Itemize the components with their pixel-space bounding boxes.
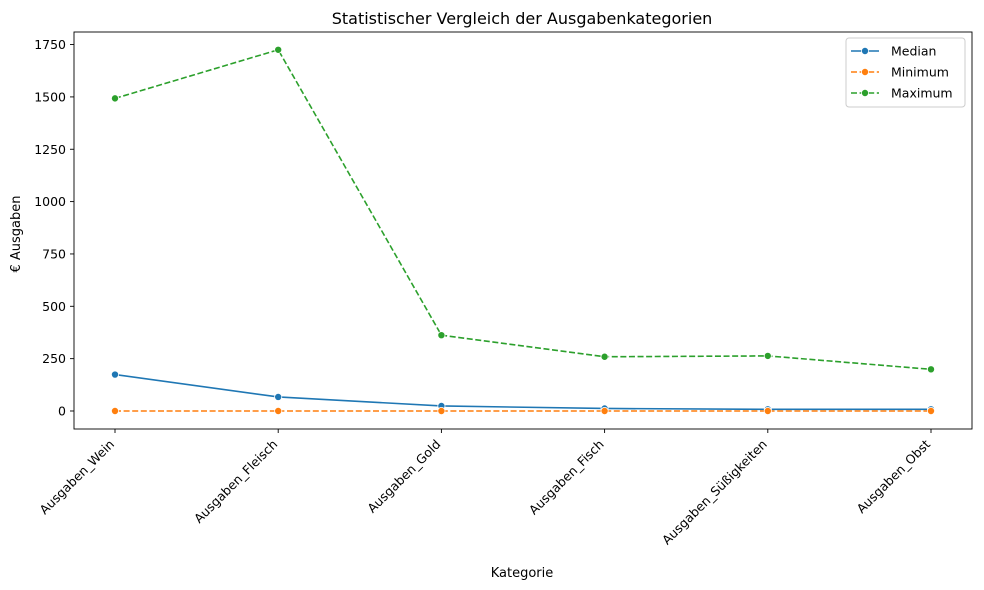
- data-point-maximum: [437, 331, 446, 340]
- data-point-minimum: [600, 406, 609, 415]
- chart-title: Statistischer Vergleich der Ausgabenkate…: [332, 9, 713, 28]
- data-point-median: [111, 370, 120, 379]
- data-point-maximum: [763, 351, 772, 360]
- data-point-minimum: [763, 406, 772, 415]
- data-point-minimum: [274, 406, 283, 415]
- legend-label-minimum: Minimum: [891, 65, 949, 80]
- legend-label-maximum: Maximum: [891, 86, 953, 101]
- series-line-maximum: [114, 48, 932, 371]
- data-point-median: [274, 392, 283, 401]
- legend-swatch-marker: [861, 47, 870, 56]
- x-axis-label: Kategorie: [491, 566, 554, 581]
- data-point-maximum: [274, 45, 283, 54]
- series-line-median: [114, 373, 931, 411]
- legend-swatch-marker: [861, 89, 870, 98]
- y-tick-label: 250: [42, 351, 66, 366]
- legend-swatch-marker: [861, 68, 870, 77]
- legend: Median Minimum Maximum: [845, 37, 966, 108]
- y-tick-label: 1250: [34, 142, 66, 157]
- y-axis-label: € Ausgaben: [9, 195, 24, 272]
- y-tick-label: 750: [42, 246, 66, 261]
- legend-box: [845, 37, 966, 108]
- data-point-minimum: [927, 406, 936, 415]
- y-tick-label: 500: [42, 299, 66, 314]
- plot-frame: [73, 31, 973, 430]
- y-tick-label: 1500: [34, 89, 66, 104]
- data-point-maximum: [111, 94, 120, 103]
- data-point-maximum: [927, 365, 936, 374]
- y-tick-label: 1750: [34, 37, 66, 52]
- legend-label-median: Median: [891, 44, 936, 59]
- data-point-minimum: [437, 406, 446, 415]
- y-tick-label: 1000: [34, 194, 66, 209]
- data-point-maximum: [600, 352, 609, 361]
- y-tick-label: 0: [58, 403, 66, 418]
- data-point-minimum: [111, 406, 120, 415]
